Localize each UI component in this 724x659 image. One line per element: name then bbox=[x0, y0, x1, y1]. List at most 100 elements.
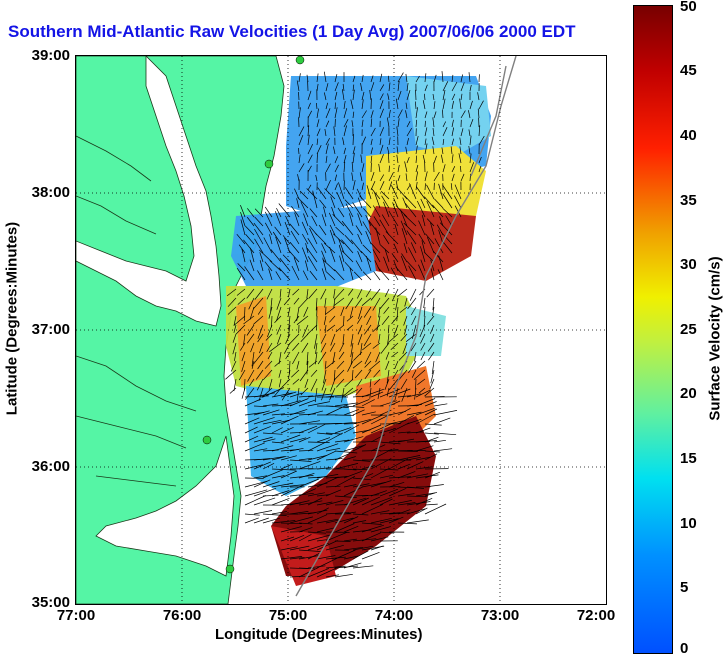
velocity-vector bbox=[332, 351, 336, 365]
velocity-vector bbox=[393, 260, 399, 272]
velocity-vector bbox=[415, 466, 433, 470]
x-tick-label: 72:00 bbox=[576, 607, 616, 624]
velocity-vector bbox=[314, 387, 318, 403]
velocity-vector bbox=[269, 234, 273, 245]
velocity-vector bbox=[336, 378, 345, 388]
velocity-vector bbox=[379, 108, 384, 119]
velocity-vector bbox=[254, 238, 264, 254]
velocity-vector bbox=[352, 477, 372, 481]
velocity-vector bbox=[442, 121, 447, 128]
river-lines bbox=[76, 135, 197, 487]
velocity-vector bbox=[408, 247, 417, 263]
velocity-vector bbox=[289, 398, 309, 407]
velocity-vector bbox=[312, 190, 318, 209]
velocity-vector bbox=[307, 102, 311, 110]
velocity-vector bbox=[276, 306, 282, 321]
velocity-vector bbox=[232, 342, 237, 355]
velocity-vector bbox=[354, 297, 363, 309]
velocity-vector bbox=[298, 147, 300, 155]
velocity-vector bbox=[334, 450, 358, 454]
velocity-vector bbox=[352, 202, 363, 218]
velocity-vector bbox=[343, 155, 347, 164]
velocity-vector bbox=[288, 288, 291, 298]
velocity-vector bbox=[225, 369, 237, 380]
velocity-vector bbox=[298, 457, 313, 461]
velocity-vector bbox=[253, 497, 276, 506]
velocity-vector bbox=[360, 250, 372, 263]
velocity-vector bbox=[329, 224, 336, 236]
velocity-vector bbox=[391, 351, 399, 358]
velocity-vector bbox=[264, 206, 273, 218]
velocity-vector bbox=[264, 261, 273, 272]
velocity-vector bbox=[458, 153, 462, 164]
velocity-vector bbox=[343, 525, 359, 533]
velocity-vector bbox=[325, 394, 346, 398]
velocity-vector bbox=[350, 333, 354, 347]
velocity-vector bbox=[424, 73, 427, 83]
velocity-vector bbox=[460, 74, 463, 83]
velocity-vector bbox=[333, 288, 336, 299]
velocity-vector bbox=[469, 162, 475, 173]
velocity-vector bbox=[316, 108, 319, 119]
velocity-vector bbox=[316, 138, 319, 146]
velocity-vector bbox=[301, 247, 309, 263]
velocity-vector bbox=[275, 236, 282, 254]
velocity-vector bbox=[307, 514, 328, 524]
velocity-vector bbox=[388, 333, 399, 343]
velocity-vector bbox=[352, 180, 356, 191]
velocity-vector bbox=[415, 456, 431, 461]
velocity-vector bbox=[361, 414, 384, 425]
velocity-vector bbox=[432, 117, 435, 128]
velocity-vector bbox=[434, 238, 444, 254]
velocity-vector bbox=[320, 288, 327, 300]
velocity-vector bbox=[300, 333, 309, 342]
velocity-vector bbox=[247, 369, 255, 382]
velocity-vector bbox=[352, 459, 371, 462]
velocity-vector bbox=[379, 154, 384, 164]
velocity-vector bbox=[274, 360, 282, 367]
velocity-vector bbox=[361, 136, 367, 146]
velocity-vector bbox=[294, 188, 300, 200]
velocity-vector bbox=[298, 134, 304, 146]
velocity-vector bbox=[307, 401, 330, 407]
velocity-vector bbox=[334, 156, 339, 164]
velocity-vector bbox=[424, 252, 435, 263]
velocity-vector bbox=[432, 128, 435, 137]
velocity-vector bbox=[438, 229, 444, 245]
velocity-vector bbox=[424, 432, 439, 435]
velocity-vector bbox=[415, 135, 419, 146]
velocity-vector bbox=[325, 306, 327, 316]
velocity-vector bbox=[397, 175, 401, 182]
velocity-vector bbox=[478, 100, 484, 110]
velocity-vector bbox=[397, 164, 400, 173]
velocity-vector bbox=[280, 400, 301, 407]
velocity-vector bbox=[406, 473, 429, 479]
velocity-vector bbox=[243, 239, 255, 254]
velocity-vector bbox=[316, 437, 331, 443]
velocity-vector bbox=[349, 306, 354, 318]
velocity-vector bbox=[240, 219, 246, 236]
velocity-vector bbox=[291, 369, 300, 378]
velocity-vector bbox=[349, 268, 354, 281]
velocity-vector bbox=[298, 436, 311, 443]
velocity-vector bbox=[469, 173, 471, 182]
velocity-vector bbox=[316, 73, 319, 83]
station-marker bbox=[225, 564, 235, 574]
velocity-vector bbox=[381, 195, 390, 209]
velocity-vector bbox=[469, 153, 472, 164]
velocity-vector bbox=[276, 297, 282, 310]
velocity-vector bbox=[352, 545, 374, 551]
velocity-vector bbox=[355, 387, 363, 396]
velocity-vector bbox=[271, 455, 287, 461]
colorbar-tick-label: 30 bbox=[680, 256, 697, 273]
velocity-vector bbox=[334, 164, 339, 173]
velocity-vector bbox=[405, 73, 408, 83]
velocity-vector bbox=[415, 398, 436, 407]
velocity-vector bbox=[415, 119, 418, 128]
velocity-vector bbox=[406, 418, 422, 425]
velocity-vector bbox=[415, 181, 418, 191]
velocity-vector bbox=[307, 534, 330, 542]
velocity-vector bbox=[307, 410, 323, 416]
velocity-vector bbox=[324, 188, 336, 200]
velocity-vector bbox=[257, 270, 264, 281]
